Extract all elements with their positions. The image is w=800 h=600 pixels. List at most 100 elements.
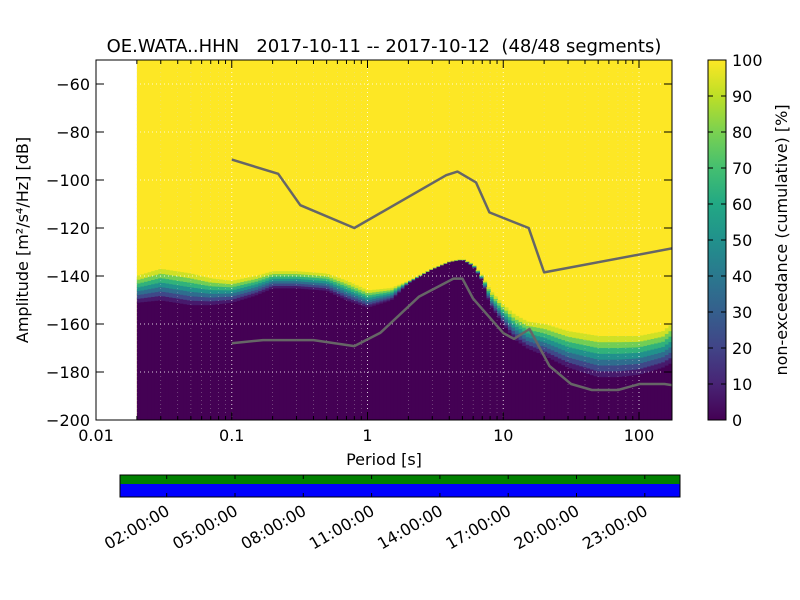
heatmap-cell-transition — [614, 370, 620, 378]
y-axis-label: Amplitude [m²/s⁴/Hz] [dB] — [13, 137, 32, 343]
heatmap-cell-transition — [497, 302, 502, 306]
heatmap-cell-transition — [518, 321, 523, 326]
heatmap-cell-transition — [350, 288, 356, 292]
heatmap-cell-transition — [379, 299, 384, 302]
heatmap-cell-transition — [240, 296, 245, 300]
heatmap-cell-transition — [347, 290, 352, 294]
heatmap-cell-transition — [575, 354, 580, 360]
x-tick-label: 0.01 — [78, 426, 114, 445]
heatmap-cell-transition — [240, 284, 245, 288]
heatmap-column — [154, 270, 159, 420]
heatmap-column — [226, 280, 231, 420]
heatmap-cell-low — [179, 303, 184, 420]
heatmap-cell-transition — [593, 335, 598, 342]
heatmap-cell-transition — [361, 293, 366, 297]
heatmap-cell-transition — [622, 336, 627, 343]
heatmap-cell-transition — [233, 283, 238, 287]
heatmap-cell-transition — [333, 286, 338, 290]
heatmap-cell-transition — [251, 279, 256, 283]
heatmap-cell-transition — [261, 284, 266, 288]
heatmap-cell-low — [172, 302, 177, 420]
heatmap-cell-transition — [618, 336, 623, 343]
heatmap-cell-transition — [325, 288, 331, 292]
heatmap-cell-transition — [201, 276, 206, 281]
heatmap-cell-transition — [318, 277, 323, 281]
heatmap-cell-low — [507, 332, 513, 420]
heatmap-cell-low — [279, 288, 284, 420]
heatmap-column — [429, 269, 434, 420]
heatmap-cell-transition — [350, 296, 356, 300]
heatmap-cell-low — [186, 304, 191, 420]
heatmap-cell-transition — [247, 288, 252, 292]
heatmap-cell-transition — [193, 296, 199, 301]
heatmap-cell-transition — [290, 271, 295, 274]
heatmap-column — [661, 331, 666, 420]
heatmap-cell-transition — [226, 296, 231, 301]
heatmap-column — [350, 283, 356, 420]
heatmap-cell-transition — [575, 338, 580, 344]
heatmap-cell-transition — [654, 358, 659, 365]
heatmap-cell-transition — [515, 319, 520, 324]
heatmap-layer — [136, 60, 672, 420]
heatmap-cell-low — [229, 302, 234, 420]
heatmap-cell-transition — [504, 324, 509, 329]
heatmap-cell-transition — [190, 287, 195, 292]
heatmap-cell-transition — [475, 269, 480, 271]
heatmap-cell-transition — [622, 364, 627, 371]
heatmap-column — [161, 269, 167, 420]
heatmap-column — [525, 321, 530, 420]
heatmap-cell-transition — [272, 283, 277, 286]
heatmap-cell-low — [208, 304, 213, 420]
heatmap-cell-transition — [525, 325, 530, 330]
heatmap-cell-low — [532, 351, 538, 420]
heatmap-cell-transition — [622, 347, 627, 354]
heatmap-column — [254, 275, 259, 420]
heatmap-cell-low — [432, 267, 438, 420]
heatmap-cell-transition — [300, 278, 306, 282]
heatmap-cell-transition — [372, 289, 377, 293]
heatmap-cell-low — [354, 303, 359, 420]
heatmap-cell-transition — [579, 333, 584, 340]
heatmap-cell-transition — [597, 365, 602, 372]
heatmap-cell-transition — [390, 294, 395, 297]
heatmap-column — [347, 282, 352, 420]
heatmap-cell-transition — [261, 289, 266, 293]
heatmap-cell-transition — [211, 289, 216, 294]
heatmap-cell-transition — [482, 284, 488, 287]
heatmap-cell-transition — [664, 359, 670, 366]
heatmap-cell-transition — [354, 287, 359, 291]
heatmap-cell-transition — [329, 275, 334, 279]
heatmap-cell-low — [522, 345, 527, 420]
heatmap-cell-low — [268, 288, 274, 420]
heatmap-cell-transition — [300, 281, 306, 285]
heatmap-cell-transition — [208, 289, 213, 294]
heatmap-cell-transition — [336, 290, 341, 294]
heatmap-cell-low — [454, 260, 459, 420]
heatmap-cell-transition — [329, 285, 334, 289]
heatmap-cell-transition — [140, 286, 145, 291]
heatmap-cell-transition — [343, 294, 348, 298]
heatmap-cell-transition — [482, 282, 488, 285]
heatmap-cell-transition — [375, 293, 381, 297]
heatmap-column — [293, 271, 299, 420]
heatmap-cell-transition — [618, 341, 623, 348]
heatmap-cell-low — [440, 264, 445, 420]
heatmap-cell-transition — [586, 356, 591, 363]
heatmap-cell-transition — [325, 276, 331, 280]
heatmap-cell-low — [325, 290, 331, 420]
heatmap-cell-transition — [147, 288, 152, 294]
heatmap-cell-transition — [233, 280, 238, 284]
heatmap-cell-transition — [318, 285, 323, 288]
heatmap-cell-transition — [397, 290, 402, 292]
heatmap-cell-transition — [515, 322, 520, 327]
heatmap-cell-transition — [482, 287, 488, 289]
heatmap-cell-transition — [308, 279, 313, 283]
colorbar-tick-label: 70 — [732, 159, 752, 178]
heatmap-cell-transition — [168, 288, 174, 294]
heatmap-column — [336, 277, 341, 420]
heatmap-column — [450, 260, 455, 420]
heatmap-cell-low — [572, 369, 577, 420]
heatmap-column — [415, 276, 420, 420]
heatmap-cell-transition — [208, 297, 213, 302]
heatmap-cell-transition — [475, 271, 480, 273]
